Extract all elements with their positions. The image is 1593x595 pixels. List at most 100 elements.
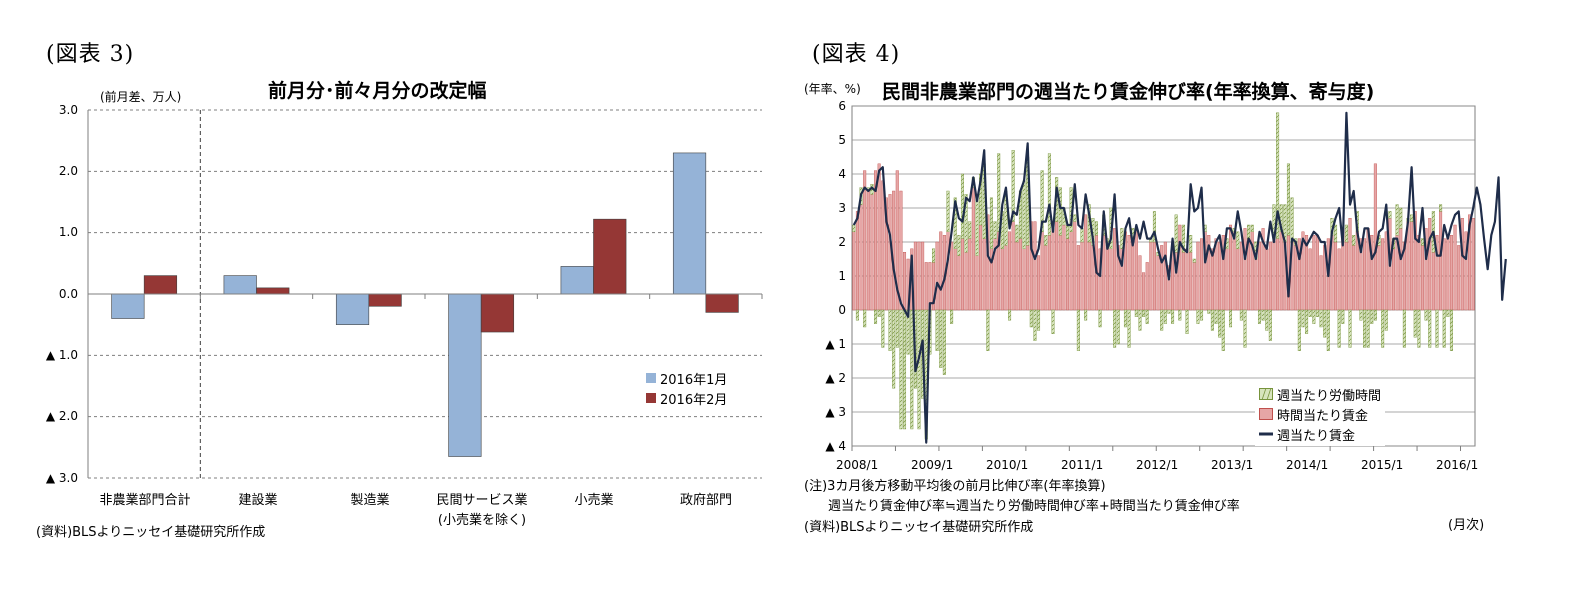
bar-hourly-wage <box>975 255 979 311</box>
legend-label-hourly-wage: 時間当たり賃金 <box>1277 408 1369 424</box>
bar-weekly-hours <box>1207 309 1211 314</box>
bar-hourly-wage <box>1381 238 1385 311</box>
bar-weekly-hours <box>1265 309 1269 331</box>
right-ytick-label: 3 <box>838 201 846 215</box>
bar-hourly-wage <box>1113 228 1117 311</box>
bar-weekly-hours <box>1120 228 1124 249</box>
legend-item-jan: 2016年1月 <box>646 368 727 388</box>
category-label: 小売業 <box>574 493 614 508</box>
bar-hourly-wage <box>1464 231 1468 311</box>
bar-jan <box>335 293 370 325</box>
legend-swatch-jan <box>646 373 656 383</box>
bar-weekly-hours <box>881 309 885 348</box>
right-combo-chart <box>851 105 1507 451</box>
left-ytick-label: 2.0 <box>58 164 78 178</box>
bar-hourly-wage <box>1384 231 1388 311</box>
bar-hourly-wage <box>1225 248 1229 311</box>
bar-hourly-wage <box>1410 221 1414 311</box>
left-ytick-label: ▲ 3.0 <box>45 471 78 485</box>
bar-hourly-wage <box>1163 241 1167 311</box>
bar-hourly-wage <box>982 238 986 311</box>
bar-weekly-hours <box>960 173 964 239</box>
category-label: 建設業 <box>238 493 278 508</box>
bar-hourly-wage <box>1004 245 1008 311</box>
bar-hourly-wage <box>1076 245 1080 311</box>
bar-weekly-hours <box>1084 309 1088 321</box>
category-label: 製造業 <box>350 493 390 508</box>
bar-weekly-hours <box>1040 170 1044 233</box>
bar-hourly-wage <box>1018 238 1022 311</box>
bar-hourly-wage <box>899 190 903 311</box>
bar-hourly-wage <box>1066 238 1070 311</box>
xtick-label: 2014/1 <box>1286 458 1329 472</box>
bar-hourly-wage <box>870 194 874 311</box>
bar-hourly-wage <box>1055 221 1059 311</box>
bar-weekly-hours <box>1210 309 1214 331</box>
right-ytick-label: ▲ 1 <box>825 337 846 351</box>
bar-weekly-hours <box>957 234 961 256</box>
bar-feb <box>368 293 402 307</box>
bar-hourly-wage <box>1344 241 1348 311</box>
bar-hourly-wage <box>968 238 972 311</box>
legend-item-hourly-wage: 時間当たり賃金 <box>1259 404 1381 424</box>
right-ytick-label: 6 <box>838 99 846 113</box>
bar-weekly-hours <box>1341 309 1345 324</box>
bar-weekly-hours <box>1402 309 1406 348</box>
bar-weekly-hours <box>997 153 1001 233</box>
bar-hourly-wage <box>1051 228 1055 311</box>
bar-weekly-hours <box>964 194 968 253</box>
right-figure-label: (図表 4) <box>812 42 901 67</box>
bar-hourly-wage <box>1373 163 1377 311</box>
bar-weekly-hours <box>1326 309 1330 351</box>
bar-weekly-hours <box>1134 309 1138 318</box>
bar-hourly-wage <box>1352 245 1356 311</box>
bar-hourly-wage <box>946 231 950 311</box>
left-legend: 2016年1月 2016年2月 <box>646 368 727 408</box>
bar-hourly-wage <box>1181 251 1185 311</box>
left-figure-label: (図表 3) <box>46 42 135 67</box>
bar-hourly-wage <box>953 248 957 311</box>
bar-hourly-wage <box>866 190 870 311</box>
bar-hourly-wage <box>1022 248 1026 311</box>
bar-hourly-wage <box>1008 231 1012 311</box>
bar-hourly-wage <box>1040 231 1044 311</box>
bar-weekly-hours <box>877 309 881 318</box>
bar-hourly-wage <box>1073 221 1077 311</box>
bar-hourly-wage <box>1460 217 1464 311</box>
bar-weekly-hours <box>989 197 993 250</box>
right-unit-label: (年率、%) <box>804 82 861 96</box>
bar-hourly-wage <box>1015 241 1019 311</box>
bar-hourly-wage <box>855 211 859 311</box>
bar-hourly-wage <box>1308 248 1312 311</box>
bar-hourly-wage <box>913 241 917 311</box>
bar-hourly-wage <box>1142 272 1146 311</box>
bar-weekly-hours <box>1152 211 1156 243</box>
bar-hourly-wage <box>903 251 907 311</box>
bar-weekly-hours <box>1189 234 1193 253</box>
bar-hourly-wage <box>1026 245 1030 311</box>
bar-hourly-wage <box>1134 228 1138 311</box>
bar-hourly-wage <box>1229 224 1233 311</box>
right-note-1: (注)3カ月後方移動平均後の前月比伸び率(年率換算) <box>804 479 1106 494</box>
bar-weekly-hours <box>1305 309 1309 334</box>
bar-weekly-hours <box>1384 309 1388 331</box>
bar-weekly-hours <box>1424 309 1428 321</box>
bar-weekly-hours <box>1352 234 1356 246</box>
right-ytick-label: ▲ 4 <box>825 439 846 453</box>
bar-hourly-wage <box>1196 241 1200 311</box>
bar-weekly-hours <box>1399 207 1403 229</box>
bar-hourly-wage <box>1294 245 1298 311</box>
bar-hourly-wage <box>852 231 856 311</box>
bar-weekly-hours <box>1058 187 1062 236</box>
bar-hourly-wage <box>1087 241 1091 311</box>
bar-jan <box>448 293 482 457</box>
bar-hourly-wage <box>917 241 921 311</box>
legend-label-jan: 2016年1月 <box>660 372 728 388</box>
bar-hourly-wage <box>1037 255 1041 311</box>
bar-weekly-hours <box>1236 231 1240 250</box>
bar-hourly-wage <box>1000 248 1004 311</box>
bar-hourly-wage <box>1156 255 1160 311</box>
bar-feb <box>256 287 290 295</box>
bar-weekly-hours <box>1200 309 1204 321</box>
legend-swatch-feb <box>646 393 656 403</box>
